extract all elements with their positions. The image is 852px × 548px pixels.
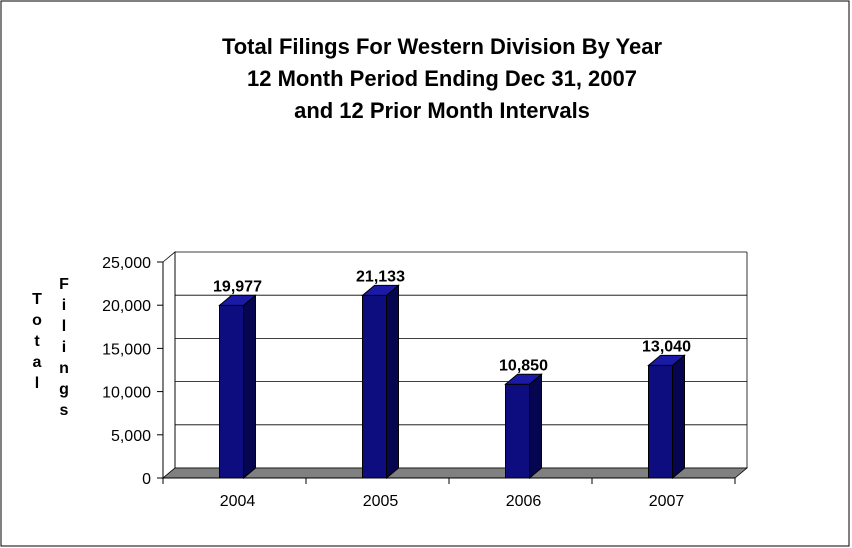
bar-top-2006 (504, 373, 543, 385)
bar-front-2007 (648, 364, 673, 479)
data-label-2006: 10,850 (499, 357, 548, 374)
y-tick-label-4: 20,000 (102, 298, 151, 315)
title-line-1: Total Filings For Western Division By Ye… (222, 34, 663, 59)
x-tick-label-2007: 2007 (649, 493, 685, 510)
bar-front-2006 (505, 383, 530, 479)
bar-2006 (504, 373, 543, 480)
bar-side-2004 (243, 294, 256, 480)
y-tick-label-1: 5,000 (111, 428, 151, 445)
y-tick-label-0: 0 (142, 471, 151, 488)
bar-front-2005 (362, 294, 387, 479)
bar-side-2006 (529, 373, 542, 480)
bar-top-2004 (218, 294, 257, 306)
bar-top-2005 (361, 284, 400, 296)
bar-2004 (218, 294, 257, 480)
data-label-2005: 21,133 (356, 268, 405, 285)
bar-top-2007 (647, 354, 686, 366)
x-tick-label-2005: 2005 (363, 493, 399, 510)
title-line-3: and 12 Prior Month Intervals (294, 98, 590, 123)
bar-2005 (361, 284, 400, 480)
title-line-2: 12 Month Period Ending Dec 31, 2007 (247, 66, 637, 91)
bar-front-2004 (219, 304, 244, 479)
bar-2007 (647, 354, 686, 480)
y-tick-label-3: 15,000 (102, 341, 151, 358)
plot-area: 0 5,000 10,000 15,000 20,000 25,000 19,977 2004… (102, 251, 749, 510)
x-tick-label-2004: 2004 (220, 493, 256, 510)
bar-side-2005 (386, 284, 399, 480)
y-tick-label-2: 10,000 (102, 385, 151, 402)
x-tick-label-2006: 2006 (506, 493, 542, 510)
data-label-2007: 13,040 (642, 338, 691, 355)
chart-title: Total Filings For Western Division By Ye… (222, 34, 663, 123)
data-label-2004: 19,977 (213, 278, 262, 295)
y-tick-label-5: 25,000 (102, 255, 151, 272)
bar-side-2007 (672, 354, 685, 480)
